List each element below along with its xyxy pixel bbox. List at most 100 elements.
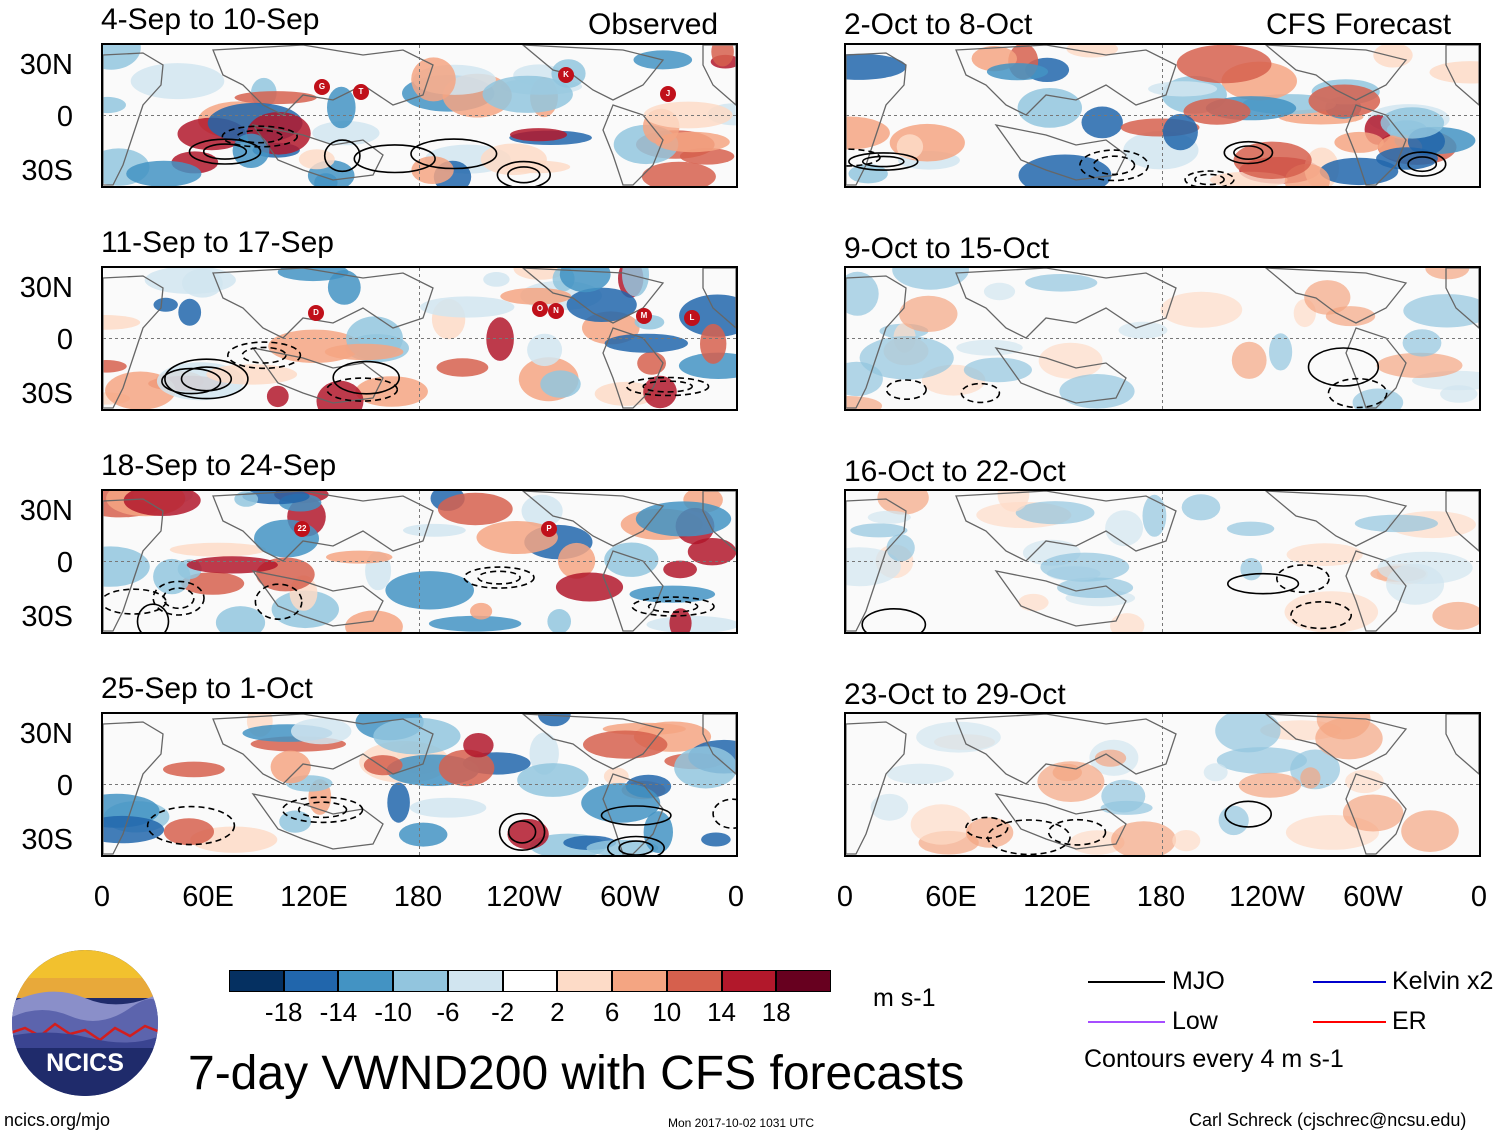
anomaly-blob xyxy=(1315,717,1383,760)
continent-outline xyxy=(1345,327,1407,409)
contour-line xyxy=(1092,155,1136,176)
anomaly-blob xyxy=(163,818,214,846)
anomaly-blob xyxy=(1231,341,1267,379)
contour-line xyxy=(607,835,665,855)
storm-marker: G xyxy=(314,79,330,95)
contour-line xyxy=(1223,140,1274,165)
anomaly-blob xyxy=(500,287,572,305)
contour-line xyxy=(202,143,248,160)
continent-outline xyxy=(846,498,907,632)
anomaly-blob xyxy=(277,268,349,282)
anomaly-blob xyxy=(1040,552,1130,582)
anomaly-blob xyxy=(711,45,734,67)
anomaly-blob xyxy=(1148,81,1218,97)
anomaly-blob xyxy=(700,323,727,364)
continent-outlines xyxy=(846,714,1479,855)
mjo-contours xyxy=(965,800,1273,855)
lat-label-30n: 30N xyxy=(19,718,73,750)
anomaly-blob xyxy=(896,134,924,159)
anomaly-blob xyxy=(537,714,571,727)
anomaly-blob xyxy=(669,608,692,632)
anomaly-blobs xyxy=(846,491,1479,632)
wind-anomaly-field xyxy=(103,714,736,855)
continent-outline xyxy=(994,793,1127,850)
contour-line xyxy=(498,812,546,852)
contour-line xyxy=(846,148,881,167)
contour-line xyxy=(1227,572,1300,595)
figure-title: 7-day VWND200 with CFS forecasts xyxy=(188,1047,965,1100)
continent-outline xyxy=(955,268,1177,339)
mjo-contours xyxy=(146,796,736,855)
lon-label: 120W xyxy=(486,881,562,913)
mjo-contours xyxy=(846,140,1447,186)
contour-line xyxy=(1224,800,1273,828)
anomaly-blob xyxy=(557,542,596,579)
wind-anomaly-field xyxy=(846,491,1479,632)
storm-marker: L xyxy=(684,310,700,326)
anomaly-blob xyxy=(234,91,317,105)
anomaly-blob xyxy=(291,718,352,745)
contour-line xyxy=(236,129,284,144)
anomaly-blob xyxy=(345,610,403,632)
wind-anomaly-field xyxy=(846,45,1479,186)
observed-map-panel xyxy=(101,266,738,411)
observed-panel-title: 18-Sep to 24-Sep xyxy=(101,449,337,482)
anomaly-blob xyxy=(637,351,666,375)
forecast-panel-title: 16-Oct to 22-Oct xyxy=(844,455,1066,488)
contour-line xyxy=(323,139,361,173)
anomaly-blob xyxy=(986,63,1049,81)
continent-outline xyxy=(1264,714,1408,770)
anomaly-blob xyxy=(983,282,1016,301)
anomaly-blob xyxy=(846,116,890,150)
anomaly-blobs xyxy=(103,491,736,632)
anomaly-blob xyxy=(298,149,335,170)
contour-line xyxy=(1307,347,1380,387)
colorbar-swatch xyxy=(666,970,722,992)
mjo-contours xyxy=(103,566,715,632)
continent-outline xyxy=(103,498,164,632)
footer-url[interactable]: ncics.org/mjo xyxy=(4,1110,111,1130)
anomaly-blob xyxy=(420,296,515,318)
anomaly-blob xyxy=(517,763,589,797)
anomaly-blob xyxy=(1118,321,1168,339)
anomaly-blob xyxy=(1160,291,1243,328)
anomaly-blob xyxy=(1181,494,1221,521)
contour-line xyxy=(960,382,1001,404)
anomaly-blob xyxy=(126,160,202,186)
anomaly-blob xyxy=(103,315,141,330)
contour-line xyxy=(477,570,521,585)
anomaly-blob xyxy=(316,380,364,409)
continent-outlines xyxy=(846,45,1479,186)
contour-line xyxy=(410,138,498,170)
contour-line xyxy=(965,816,1009,840)
contour-line xyxy=(332,360,401,395)
kelvin-legend-label: Kelvin x2 xyxy=(1392,967,1494,995)
continent-outline xyxy=(103,721,164,855)
kelvin-legend-line xyxy=(1313,981,1386,983)
anomaly-blob xyxy=(1334,131,1384,153)
lon-label: 60E xyxy=(925,881,977,913)
wind-anomaly-field xyxy=(103,45,736,186)
contour-line xyxy=(254,583,303,620)
anomaly-blob xyxy=(399,822,448,847)
anomaly-blob xyxy=(643,811,673,854)
contour-line xyxy=(496,160,551,186)
lat-label-30s: 30S xyxy=(21,601,73,633)
anomaly-blob xyxy=(428,615,522,632)
anomaly-blob xyxy=(326,550,393,564)
anomaly-blob xyxy=(1059,374,1135,409)
forecast-map-panel xyxy=(844,266,1481,411)
contour-line xyxy=(987,819,1071,855)
colorbar-tick-label: 10 xyxy=(652,997,682,1027)
wind-anomaly-field xyxy=(846,714,1479,855)
anomaly-blob xyxy=(215,606,266,632)
anomaly-blob xyxy=(324,343,404,361)
logo-text: NCICS xyxy=(46,1049,124,1077)
lon-label: 60E xyxy=(182,881,234,913)
contour-line xyxy=(297,801,348,819)
continent-outline xyxy=(212,268,434,339)
continent-outline xyxy=(955,491,1177,562)
er-legend-label: ER xyxy=(1392,1007,1427,1035)
anomaly-blob xyxy=(899,295,958,332)
lat-label-30n: 30N xyxy=(19,49,73,81)
